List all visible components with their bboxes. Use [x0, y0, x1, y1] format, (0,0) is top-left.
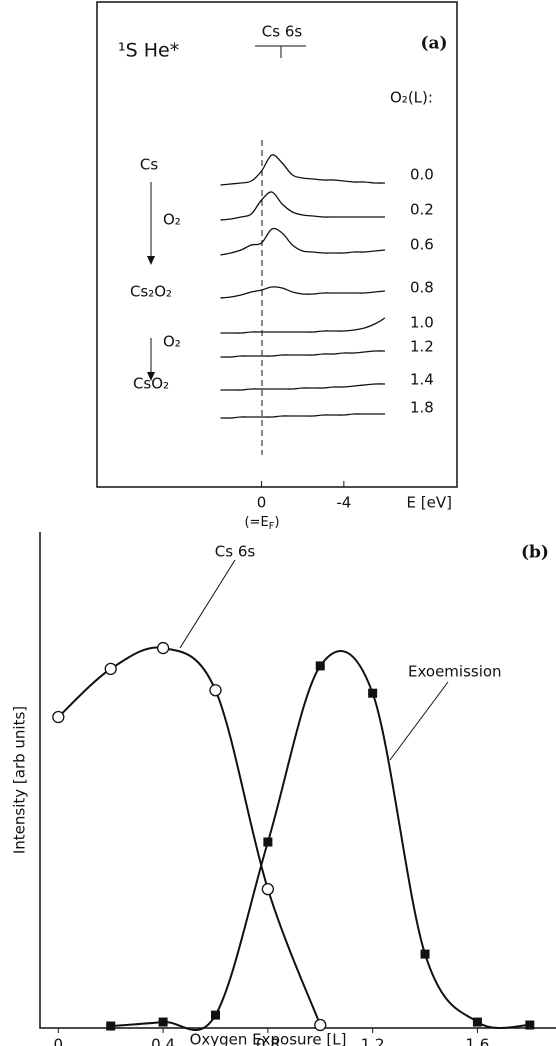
marker	[368, 688, 378, 698]
note-part: (=E	[244, 515, 268, 530]
marker	[472, 1017, 482, 1027]
spectrum-line	[220, 413, 385, 419]
marker	[158, 1017, 168, 1027]
marker	[209, 684, 222, 697]
peak-label: Cs 6s	[262, 23, 303, 41]
x-tick-label: 1.2	[361, 1036, 385, 1046]
series-line	[110, 649, 530, 1031]
trace-label: 0.0	[410, 166, 434, 184]
trace-label: 1.0	[410, 314, 434, 332]
marker	[156, 641, 170, 655]
series-line	[57, 646, 322, 1026]
note-part: )	[274, 515, 279, 530]
x-tick-label: 0	[257, 494, 267, 512]
marker	[261, 882, 275, 896]
spectrum-line	[220, 317, 386, 334]
marker	[106, 1021, 116, 1031]
panel-b-frame	[39, 532, 556, 1029]
annotation: CsO₂	[133, 375, 169, 393]
legend-title: O₂(L):	[390, 89, 433, 107]
trace-label: 1.8	[410, 399, 434, 417]
leader-line	[179, 559, 236, 649]
spectrum-line	[220, 191, 385, 221]
y-axis-label: Intensity [arb units]	[11, 706, 29, 854]
x-tick-label: -4	[336, 494, 351, 512]
leader-line	[389, 681, 449, 761]
marker	[315, 661, 325, 671]
marker	[52, 710, 65, 724]
marker	[420, 949, 430, 959]
spectrum-line	[220, 286, 386, 299]
marker	[525, 1020, 535, 1030]
x-tick-label: 0	[54, 1036, 64, 1046]
annotation: O₂	[163, 211, 181, 229]
trace-label: 1.4	[410, 371, 434, 389]
series-label: Cs 6s	[215, 543, 256, 561]
annotation: Cs₂O₂	[130, 283, 172, 301]
trace-label: 0.2	[410, 201, 434, 219]
x-axis-label: E [eV]	[407, 494, 452, 512]
arrow-head	[147, 372, 155, 381]
x-tick-label: 0.8	[256, 1036, 280, 1046]
panel-label: (b)	[521, 543, 549, 563]
panel-label: (a)	[420, 34, 447, 54]
spectrum-line	[220, 350, 386, 358]
spectrum-line	[220, 383, 386, 391]
spectrum-line	[220, 227, 386, 256]
title: ¹S He*	[118, 40, 179, 62]
trace-label: 1.2	[410, 338, 434, 356]
marker	[314, 1018, 327, 1032]
trace-label: 0.6	[410, 236, 434, 254]
series-label: Exoemission	[408, 663, 502, 681]
note-part: F	[269, 521, 275, 532]
annotation: O₂	[163, 333, 181, 351]
x-tick-label: 0.4	[151, 1036, 175, 1046]
spectrum-line	[220, 154, 386, 186]
panel-a-frame	[96, 1, 458, 488]
marker	[210, 1010, 220, 1020]
arrow-head	[147, 256, 155, 265]
annotation: Cs	[140, 156, 158, 174]
x-axis-label: Oxygen Exposure [L]	[190, 1031, 347, 1046]
trace-label: 0.8	[410, 279, 434, 297]
marker	[263, 837, 273, 847]
x-tick-label: 1.6	[465, 1036, 489, 1046]
marker	[104, 662, 117, 676]
x-axis-note: (=EF)	[244, 515, 279, 533]
